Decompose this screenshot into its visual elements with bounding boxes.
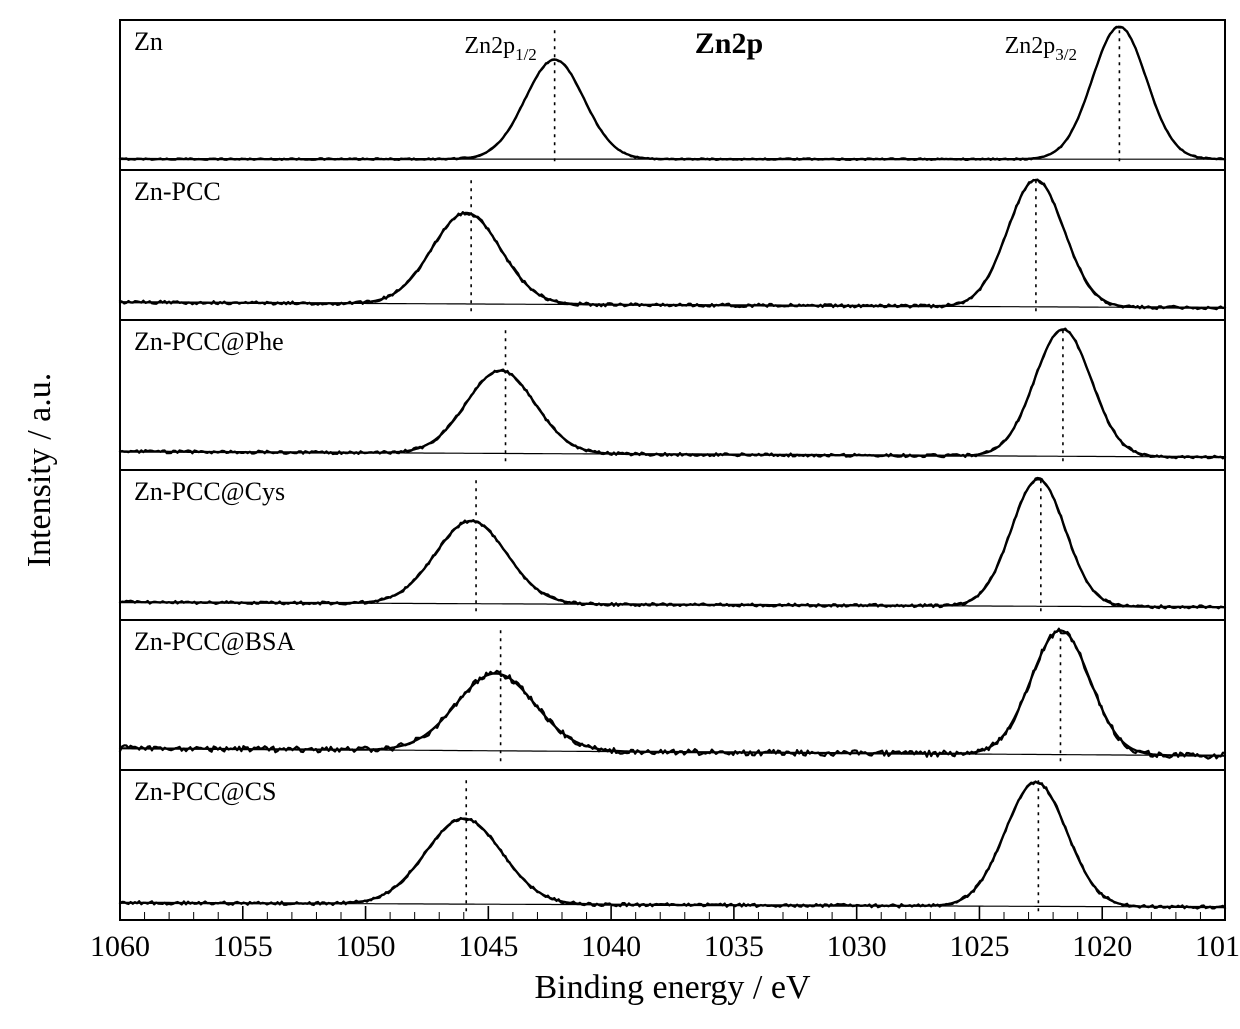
svg-text:Zn-PCC: Zn-PCC xyxy=(134,177,221,206)
svg-text:1035: 1035 xyxy=(704,930,764,963)
xps-spectra-figure: 1060 1055 1050 1045 1040 1035 1030 1025 1020 1015… xyxy=(0,0,1240,1029)
svg-text:1060: 1060 xyxy=(90,930,150,963)
svg-text:Zn2p: Zn2p xyxy=(695,27,763,60)
svg-text:1045: 1045 xyxy=(458,930,518,963)
svg-text:Binding energy / eV: Binding energy / eV xyxy=(534,969,810,1006)
svg-text:Zn-PCC@Phe: Zn-PCC@Phe xyxy=(134,327,284,356)
svg-text:1025: 1025 xyxy=(949,930,1009,963)
svg-text:Intensity / a.u.: Intensity / a.u. xyxy=(21,373,58,568)
svg-text:1020: 1020 xyxy=(1072,930,1132,963)
svg-text:Zn-PCC@Cys: Zn-PCC@Cys xyxy=(134,477,285,506)
svg-text:Zn-PCC@BSA: Zn-PCC@BSA xyxy=(134,627,295,656)
svg-text:Zn: Zn xyxy=(134,27,163,56)
svg-text:1040: 1040 xyxy=(581,930,641,963)
svg-text:1050: 1050 xyxy=(336,930,396,963)
svg-text:1015: 1015 xyxy=(1195,930,1240,963)
svg-text:1030: 1030 xyxy=(827,930,887,963)
svg-text:Zn-PCC@CS: Zn-PCC@CS xyxy=(134,777,276,806)
chart-svg: 1060 1055 1050 1045 1040 1035 1030 1025 1020 1015… xyxy=(0,0,1240,1029)
svg-text:1055: 1055 xyxy=(213,930,273,963)
